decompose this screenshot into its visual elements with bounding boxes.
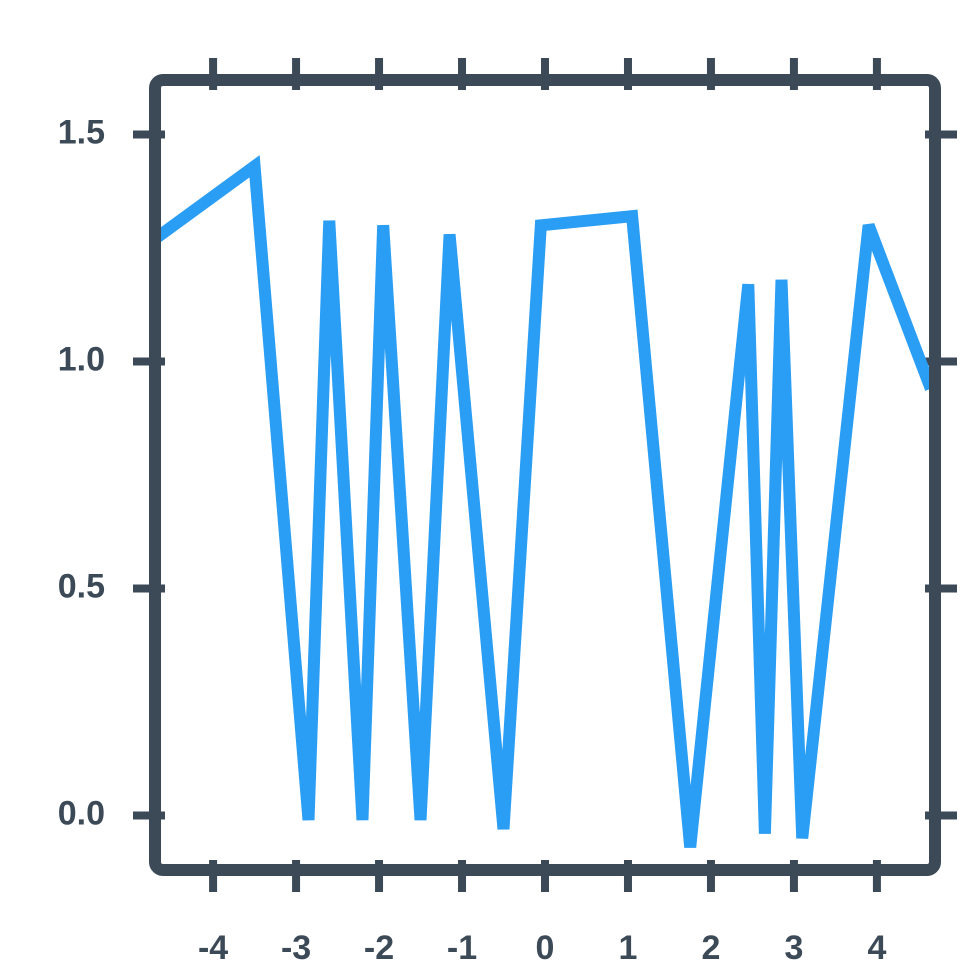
x-tick-label: 3 <box>784 929 803 967</box>
x-tick-label: 4 <box>867 929 886 967</box>
y-tick-label: 1.5 <box>58 113 105 151</box>
y-tick-label: 0.5 <box>58 567 105 605</box>
x-tick-label: 1 <box>619 929 638 967</box>
x-tick-label: -1 <box>447 929 477 967</box>
y-tick-label: 0.0 <box>58 795 105 833</box>
x-tick-label: -2 <box>364 929 394 967</box>
y-tick-label: 1.0 <box>58 340 105 378</box>
chart-svg: -4 -3 -2 -1 0 1 2 3 4 0.0 0.5 1.0 1.5 <box>0 0 980 980</box>
x-tick-label: -3 <box>281 929 311 967</box>
x-tick-label: 0 <box>536 929 555 967</box>
x-tick-label: 2 <box>701 929 720 967</box>
x-tick-label: -4 <box>198 929 228 967</box>
line-chart: -4 -3 -2 -1 0 1 2 3 4 0.0 0.5 1.0 1.5 <box>0 0 980 980</box>
